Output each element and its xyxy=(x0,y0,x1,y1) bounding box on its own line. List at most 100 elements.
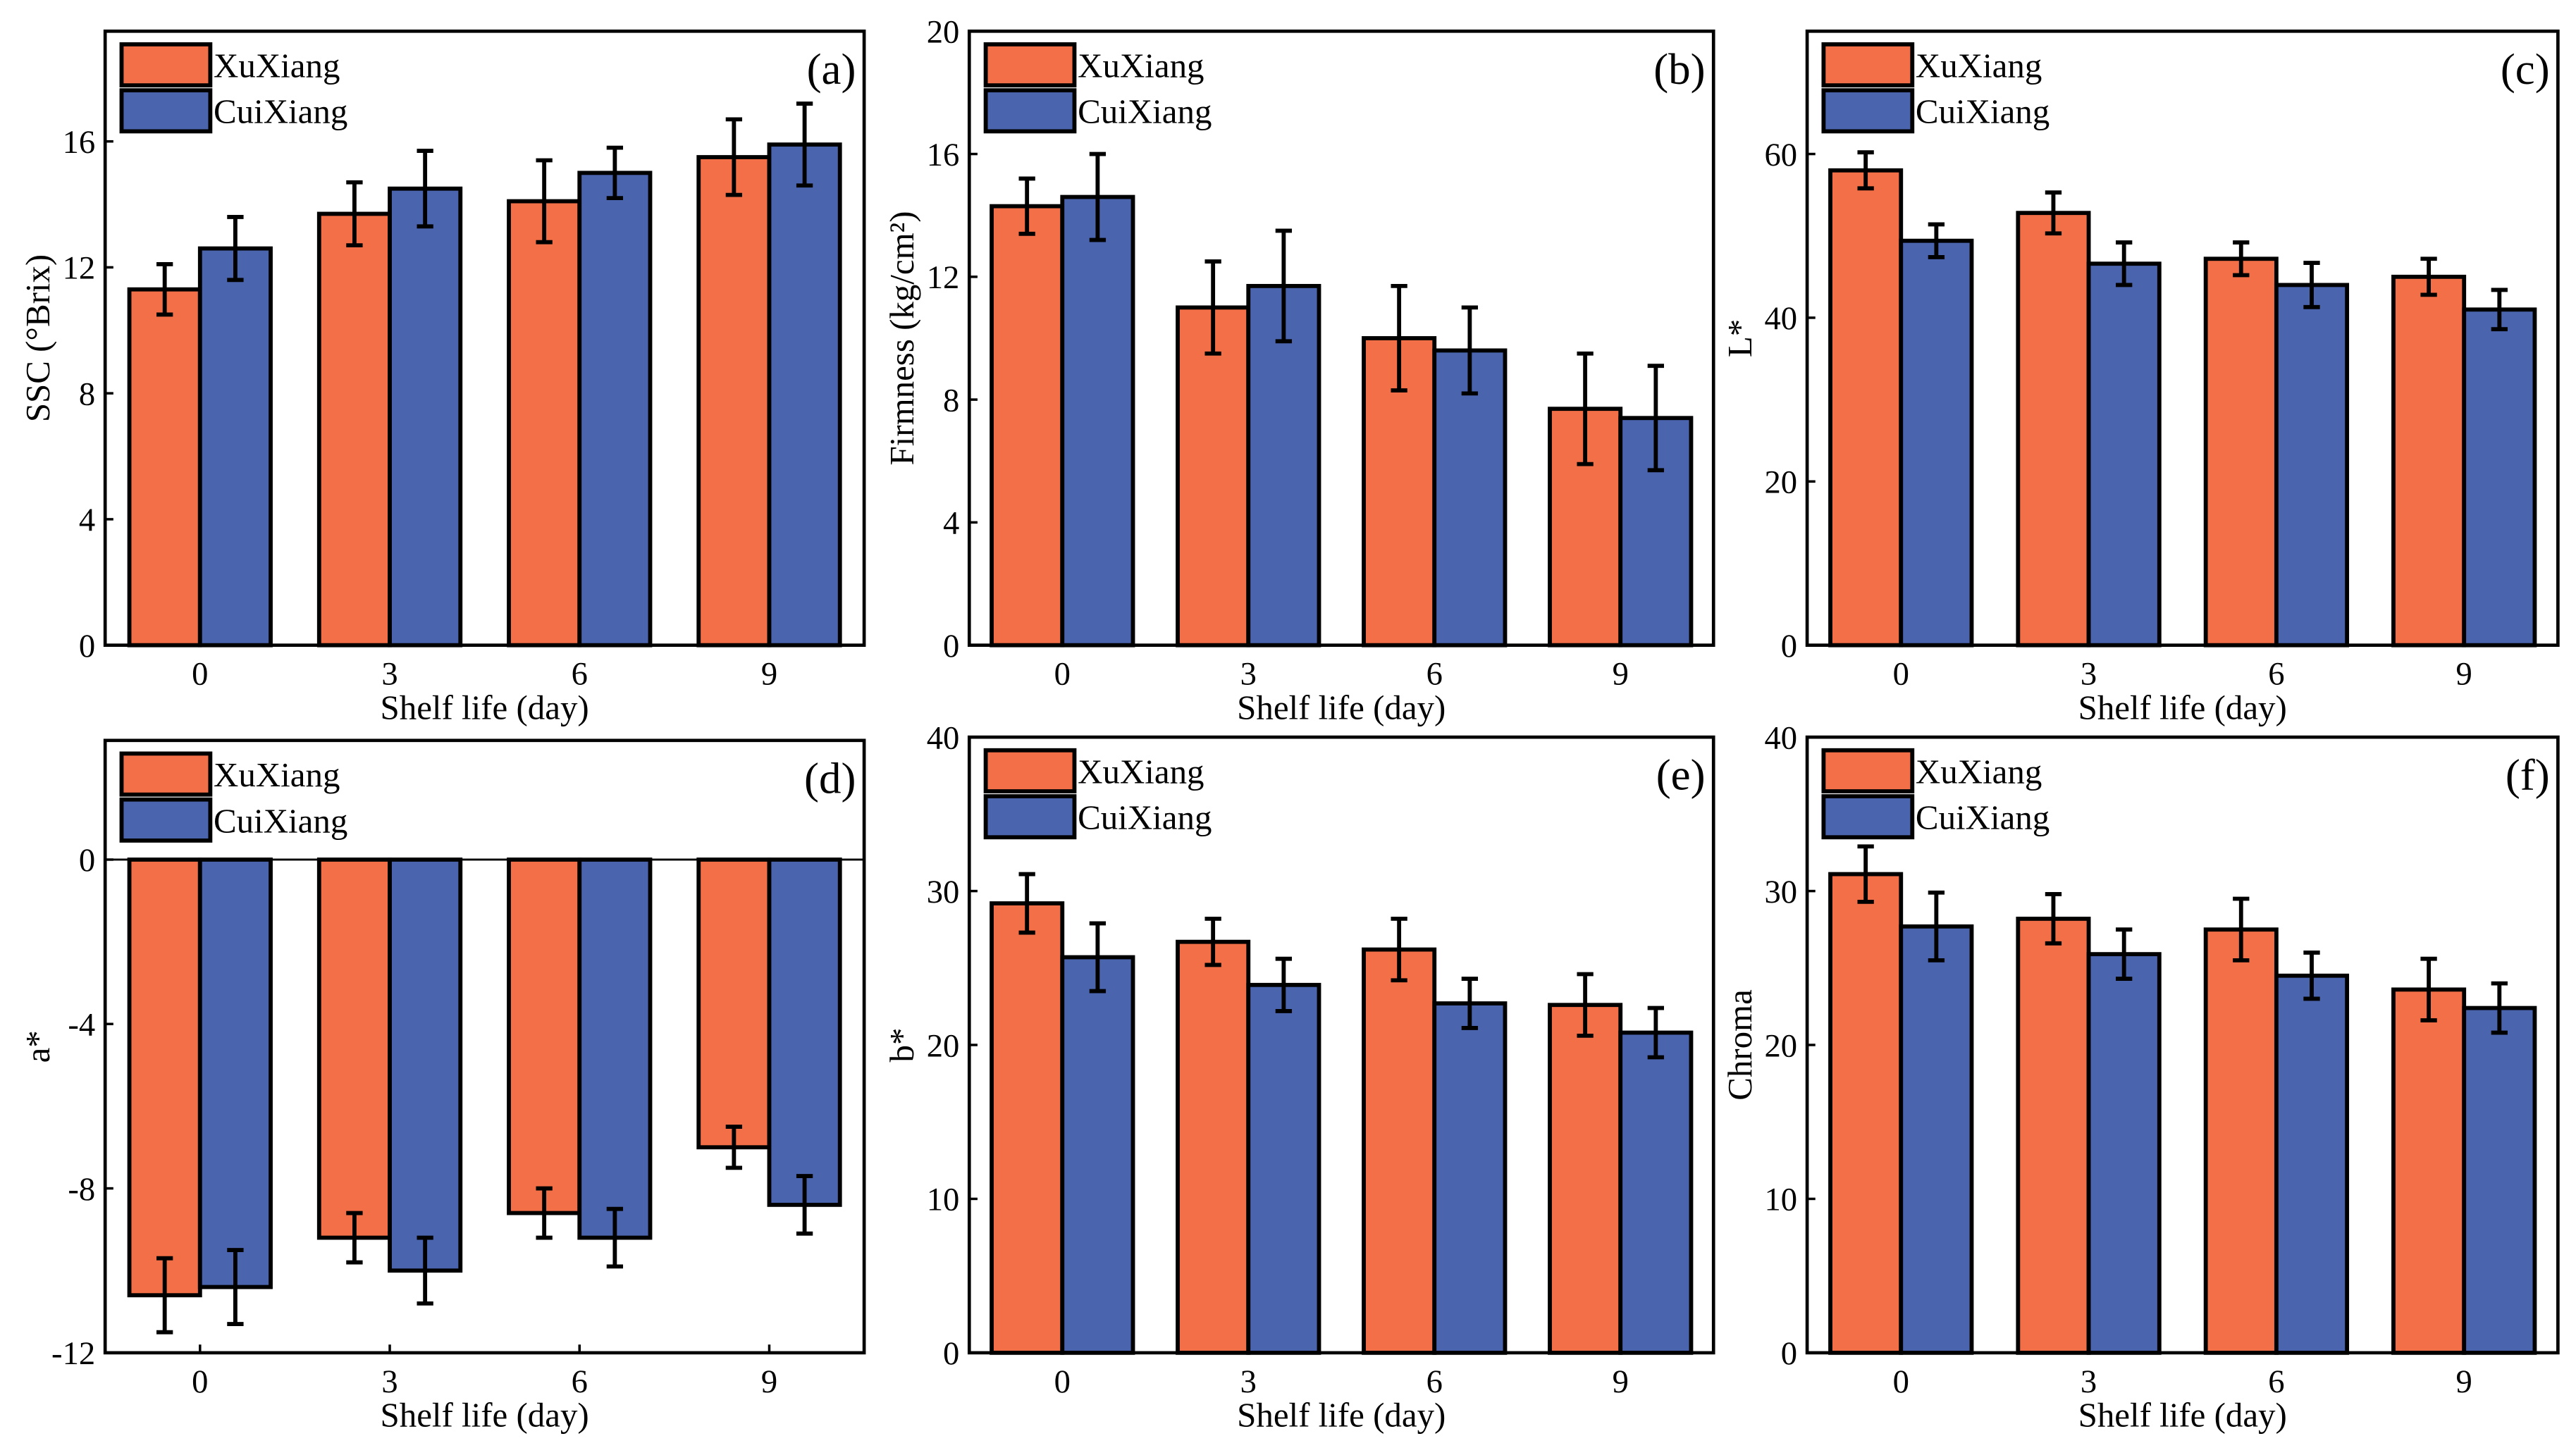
x-tick-label: 9 xyxy=(2456,656,2472,693)
x-tick-label: 0 xyxy=(1893,656,1909,693)
y-tick-label: 10 xyxy=(1765,1182,1798,1218)
legend-swatch-cuixiang xyxy=(983,88,1077,134)
error-bar xyxy=(536,1186,553,1240)
bar-cuixiang-day-3 xyxy=(1246,982,1321,1355)
error-bar xyxy=(1857,150,1874,191)
legend-label: CuiXiang xyxy=(1916,798,2050,837)
error-bar xyxy=(1461,977,1479,1030)
legend-label: XuXiang xyxy=(1078,47,1204,85)
legend-label: XuXiang xyxy=(1916,752,2042,791)
y-tick-label: 40 xyxy=(1765,300,1798,337)
x-tick-label: 6 xyxy=(1426,656,1443,693)
error-bar xyxy=(2303,951,2320,1001)
error-bar xyxy=(796,1174,813,1236)
panel-label: (b) xyxy=(1653,44,1705,94)
error-bar xyxy=(1928,222,1945,259)
bar-cuixiang-day-6 xyxy=(2274,283,2350,648)
bar-cuixiang-day-6 xyxy=(1432,348,1508,648)
error-bar xyxy=(2420,956,2437,1022)
legend-label: XuXiang xyxy=(214,755,340,794)
bar-cuixiang-day-0 xyxy=(1060,955,1135,1355)
bar-cuixiang-day-0 xyxy=(1899,238,1974,648)
bar-xuxiang-day-9 xyxy=(2391,274,2467,648)
legend: XuXiang CuiXiang xyxy=(1821,748,2050,840)
bar-cuixiang-day-0 xyxy=(197,246,273,648)
bar-cuixiang-day-6 xyxy=(577,171,653,648)
panel-b: 0 4 8 12 16 20 0 3 6 9 Shelf life (day) Firmness (k… xyxy=(882,14,1715,727)
error-bar xyxy=(1391,916,1407,983)
y-tick-label: 0 xyxy=(943,628,959,664)
error-bar xyxy=(1018,176,1035,236)
y-axis-label: b* xyxy=(882,1028,921,1063)
error-bar xyxy=(1204,259,1221,356)
x-tick-label: 9 xyxy=(1613,656,1629,693)
bar-xuxiang-day-6 xyxy=(2203,927,2279,1355)
y-tick-label: 0 xyxy=(943,1335,959,1372)
y-tick-label: 0 xyxy=(79,842,95,879)
x-tick-label: 0 xyxy=(192,656,208,693)
y-tick-label: -4 xyxy=(68,1007,95,1044)
error-bar xyxy=(1461,305,1479,396)
bar-xuxiang-day-6 xyxy=(507,199,582,648)
x-tick-label: 0 xyxy=(1893,1363,1909,1400)
legend-swatch-cuixiang xyxy=(119,797,213,843)
x-tick-label: 3 xyxy=(381,1363,398,1400)
y-axis-label: L* xyxy=(1720,319,1759,357)
x-tick-label: 3 xyxy=(1240,656,1257,693)
bar-xuxiang-day-3 xyxy=(2016,916,2091,1355)
bar-xuxiang-day-0 xyxy=(990,901,1065,1355)
panel-c: 0 20 40 60 0 3 6 9 Shelf life (day) L* (c) XuXiang C… xyxy=(1720,29,2560,727)
bar-cuixiang-day-3 xyxy=(2086,261,2162,648)
error-bar xyxy=(2116,240,2133,287)
bar-cuixiang-day-9 xyxy=(2462,1005,2537,1355)
y-tick-label: 8 xyxy=(79,376,95,412)
x-tick-label: 0 xyxy=(1054,1363,1071,1400)
bar-cuixiang-day-0 xyxy=(1899,924,1974,1355)
error-bar xyxy=(1647,364,1665,473)
y-tick-label: 40 xyxy=(1765,719,1798,756)
bar-cuixiang-day-3 xyxy=(388,858,463,1273)
panel-label: (e) xyxy=(1656,750,1706,800)
x-tick-label: 9 xyxy=(1613,1363,1629,1400)
y-tick-label: 0 xyxy=(1781,628,1797,664)
bar-xuxiang-day-6 xyxy=(2203,256,2279,648)
bar-xuxiang-day-0 xyxy=(1828,872,1904,1355)
bar-xuxiang-day-0 xyxy=(127,287,202,648)
error-bar xyxy=(1275,228,1293,344)
bar-xuxiang-day-6 xyxy=(1362,947,1437,1355)
error-bar xyxy=(417,149,433,229)
y-tick-label: 4 xyxy=(79,502,95,538)
y-tick-label: 12 xyxy=(63,250,96,287)
error-bar xyxy=(1018,872,1035,935)
y-axis-label: a* xyxy=(18,1030,57,1063)
x-axis-label: Shelf life (day) xyxy=(2078,688,2287,727)
x-axis-label: Shelf life (day) xyxy=(381,1396,589,1435)
bar-cuixiang-day-9 xyxy=(2462,307,2537,648)
bar-cuixiang-day-3 xyxy=(388,186,463,648)
y-axis-label: SSC (°Brix) xyxy=(18,254,57,422)
legend-swatch-xuxiang xyxy=(983,748,1077,793)
error-bar xyxy=(2491,287,2508,332)
legend-swatch-xuxiang xyxy=(119,751,213,797)
error-bar xyxy=(2045,190,2062,236)
panel-d: -12 -8 -4 0 0 3 6 9 Shelf life (day) a* (d) XuXiang… xyxy=(18,738,866,1435)
error-bar xyxy=(536,158,553,245)
bar-xuxiang-day-0 xyxy=(127,858,202,1298)
error-bar xyxy=(1089,151,1107,242)
y-tick-label: 20 xyxy=(1765,1027,1798,1064)
error-bar xyxy=(1647,1005,1665,1060)
bar-xuxiang-day-3 xyxy=(2016,211,2091,648)
bar-xuxiang-day-0 xyxy=(1828,168,1904,648)
bar-xuxiang-day-6 xyxy=(507,858,582,1215)
plot-frame xyxy=(967,29,1715,647)
error-bar xyxy=(606,145,624,201)
bar-cuixiang-day-6 xyxy=(577,858,653,1240)
error-bar xyxy=(725,117,743,197)
bar-xuxiang-day-3 xyxy=(316,211,392,648)
error-bar xyxy=(346,1211,363,1265)
bar-cuixiang-day-9 xyxy=(767,142,842,648)
x-tick-label: 6 xyxy=(2268,656,2284,693)
plot-frame xyxy=(103,29,866,647)
y-tick-label: 20 xyxy=(927,14,960,51)
y-axis-label: Firmness (kg/cm²) xyxy=(882,211,921,465)
